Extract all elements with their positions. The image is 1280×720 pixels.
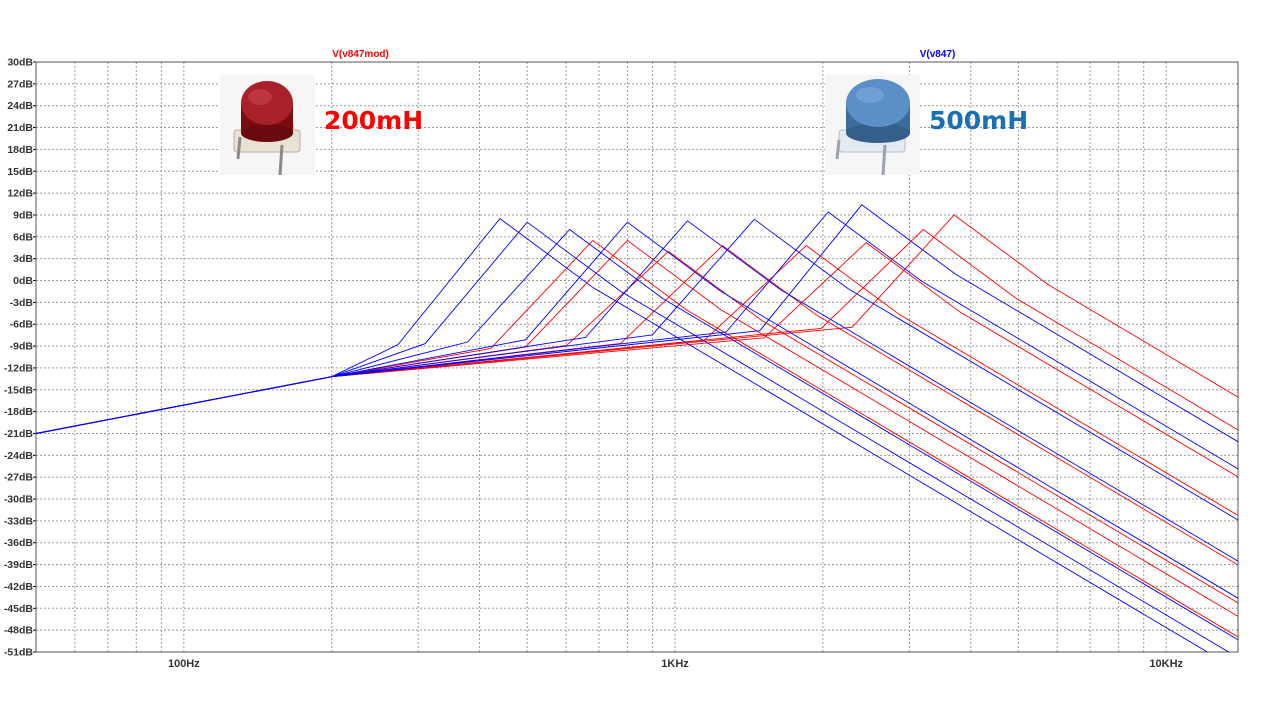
y-tick-label: -9dB [10,341,34,353]
series-line-v-v847- [36,204,1238,443]
y-tick-label: 27dB [7,78,33,90]
y-tick-label: -6dB [10,319,34,331]
y-tick-label: 21dB [7,122,33,134]
y-tick-label: 18dB [7,144,33,156]
y-tick-label: 0dB [13,275,33,287]
y-tick-label: -45dB [4,603,34,615]
inductance-200mh-label: 200mH [324,106,424,135]
y-tick-label: 6dB [13,231,33,243]
series-line-v-v847mod- [36,239,1238,617]
plot-area-border [35,61,1239,653]
y-tick-label: -21dB [4,428,34,440]
y-tick-label: -24dB [4,450,34,462]
y-tick-label: -33dB [4,515,34,527]
x-tick-label: 10KHz [1149,658,1183,670]
y-tick-label: -48dB [4,625,34,637]
inductance-500mh-label: 500mH [929,106,1029,135]
y-tick-label: -51dB [4,647,34,659]
series-legend-label: V(v847mod) [332,49,389,60]
blue-inductor-photo [825,75,920,176]
y-tick-label: -3dB [10,297,34,309]
x-tick-label: 100Hz [168,658,200,670]
y-tick-label: -30dB [4,494,34,506]
y-tick-label: 9dB [13,209,33,221]
y-tick-label: -15dB [4,384,34,396]
y-tick-label: -36dB [4,537,34,549]
y-tick-label: 12dB [7,188,33,200]
y-tick-label: 15dB [7,166,33,178]
y-tick-label: 3dB [13,253,33,265]
y-tick-label: -39dB [4,559,34,571]
series-line-v-v847mod- [36,245,1238,566]
y-tick-label: -42dB [4,581,34,593]
y-tick-label: -27dB [4,472,34,484]
series-legend-label: V(v847) [920,49,956,60]
y-tick-label: -12dB [4,362,34,374]
y-tick-label: 30dB [7,57,33,69]
red-inductor-photo [220,75,315,176]
y-tick-label: -18dB [4,406,34,418]
y-tick-label: 24dB [7,100,33,112]
x-tick-label: 1KHz [661,658,689,670]
